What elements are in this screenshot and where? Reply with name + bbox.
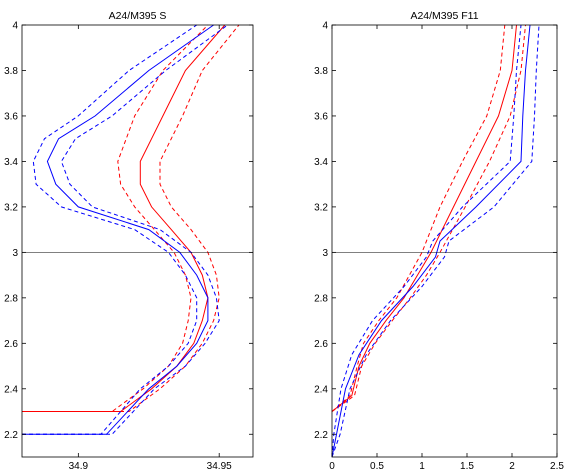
x-tick-label: 34.9 (69, 461, 89, 472)
series-line-blue-dashed (22, 24, 198, 435)
y-tick-label: 2.6 (314, 339, 328, 350)
series-line-blue-dashed (22, 24, 228, 435)
y-tick-label: 3.2 (4, 202, 18, 213)
chart-panel-salinity: A24/M395 S 2.2 2.4 2.6 2.8 3 3.2 3.4 3.6 3.8 4 34.… (4, 10, 254, 472)
y-tick-label: 3.4 (314, 157, 328, 168)
y-tick-label: 3 (12, 248, 18, 259)
x-tick-label: 2.5 (550, 461, 564, 472)
x-tick-label: 1 (419, 461, 425, 472)
y-tick-label: 3.2 (314, 202, 328, 213)
chart-title: A24/M395 F11 (410, 10, 478, 22)
axes-frame (331, 24, 558, 458)
series-line-red-dashed (22, 24, 240, 412)
x-tick-label: 0.5 (370, 461, 384, 472)
y-tick-label: 2.8 (314, 293, 328, 304)
y-tick-label: 2.4 (4, 384, 18, 395)
x-tick-label: 0 (329, 461, 335, 472)
chart-title: A24/M395 S (109, 10, 167, 22)
series-line-red-solid (331, 24, 517, 412)
y-tick-label: 4 (322, 21, 328, 32)
x-tick-label: 1.5 (460, 461, 474, 472)
series-line-blue-solid (22, 24, 214, 435)
y-tick-label: 2.8 (4, 293, 18, 304)
y-tick-label: 3.6 (4, 111, 18, 122)
y-tick-label: 2.2 (314, 430, 328, 441)
series-line-blue-dashed (331, 24, 540, 458)
chart-panel-f11: A24/M395 F11 2.2 2.4 2.6 2.8 3 3.2 3.4 3.6 3.8 4 0… (314, 10, 564, 472)
y-tick-label: 3.8 (314, 66, 328, 77)
y-tick-label: 2.6 (4, 339, 18, 350)
y-tick-label: 3.8 (4, 66, 18, 77)
series-line-blue-dashed (331, 24, 522, 458)
series-line-red-dashed (331, 24, 526, 412)
y-tick-label: 3.6 (314, 111, 328, 122)
y-tick-label: 2.4 (314, 384, 328, 395)
y-tick-label: 4 (12, 21, 18, 32)
y-tick-label: 2.2 (4, 430, 18, 441)
y-tick-label: 3 (322, 248, 328, 259)
series-line-blue-solid (331, 24, 531, 458)
axes-frame (21, 24, 254, 458)
series-line-red-dashed (331, 24, 506, 412)
x-tick-label: 34.95 (207, 461, 232, 472)
x-tick-label: 2 (509, 461, 515, 472)
series-line-red-solid (22, 24, 226, 412)
y-tick-label: 3.4 (4, 157, 18, 168)
